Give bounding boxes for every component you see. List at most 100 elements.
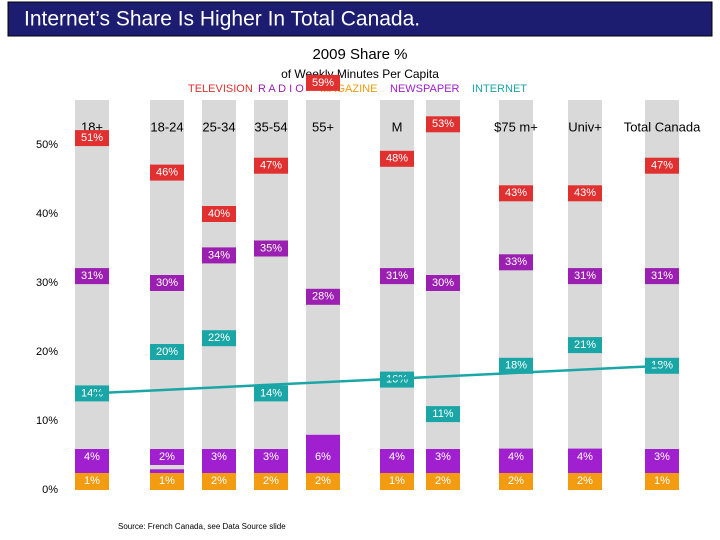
- label-box: [150, 275, 184, 291]
- data-label: 34%: [208, 249, 230, 261]
- data-label: 3%: [211, 451, 227, 463]
- data-label: 18%: [651, 360, 673, 372]
- x-tick-label: 25-34: [202, 119, 235, 134]
- plot: 0%10%20%30%40%50%18+18-2425-3435-5455+MW…: [36, 74, 701, 496]
- x-tick-label: $75 m+: [494, 119, 538, 134]
- label-box: [75, 473, 109, 489]
- label-box: [75, 268, 109, 285]
- title-bar: [7, 1, 713, 37]
- data-label: 30%: [156, 277, 178, 289]
- label-box: [426, 275, 460, 291]
- slide-title: Internet’s Share Is Higher In Total Cana…: [24, 8, 420, 31]
- x-tick-label: M: [392, 119, 403, 134]
- label-box: [75, 130, 109, 147]
- data-label: 3%: [654, 451, 670, 463]
- label-box: [306, 473, 340, 489]
- label-box: [150, 449, 184, 465]
- label-box: [426, 473, 460, 489]
- data-label: 22%: [208, 332, 230, 344]
- label-box: [306, 288, 340, 305]
- legend-entry: INTERNET: [472, 83, 527, 95]
- label-box: [254, 240, 288, 257]
- data-label: 47%: [260, 160, 282, 172]
- data-label: 2%: [435, 475, 451, 487]
- label-box: [254, 385, 288, 402]
- label-box: [568, 268, 602, 285]
- data-label: 2%: [315, 475, 331, 487]
- data-label: 48%: [386, 153, 408, 165]
- data-label: 31%: [81, 270, 103, 282]
- y-tick-label: 30%: [36, 277, 58, 289]
- data-label: 43%: [574, 187, 596, 199]
- x-tick-label: 55+: [312, 119, 334, 134]
- data-label: 53%: [432, 118, 454, 130]
- column-background: [568, 100, 602, 490]
- label-box: [202, 449, 236, 465]
- label-box: [645, 449, 679, 465]
- data-label: 33%: [505, 256, 527, 268]
- data-label: 59%: [312, 77, 334, 89]
- data-label: 40%: [208, 208, 230, 220]
- data-label: 4%: [84, 451, 100, 463]
- data-label: 46%: [156, 167, 178, 179]
- data-label: 4%: [389, 451, 405, 463]
- label-box: [645, 268, 679, 285]
- label-box: [306, 449, 340, 465]
- label-box: [568, 337, 602, 354]
- data-label: 51%: [81, 132, 103, 144]
- label-box: [254, 157, 288, 174]
- data-label: 3%: [435, 451, 451, 463]
- data-label: 3%: [263, 451, 279, 463]
- label-box: [202, 330, 236, 347]
- data-label: 47%: [651, 160, 673, 172]
- data-label: 4%: [508, 451, 524, 463]
- x-tick-label: Total Canada: [624, 119, 701, 134]
- label-box: [645, 157, 679, 174]
- label-box: [499, 473, 533, 489]
- label-box: [150, 344, 184, 360]
- data-label: 2%: [508, 475, 524, 487]
- data-label: 31%: [651, 270, 673, 282]
- column-background: [499, 100, 533, 490]
- data-label: 28%: [312, 291, 334, 303]
- column-background: [426, 100, 460, 490]
- label-box: [426, 406, 460, 423]
- data-label: 4%: [577, 451, 593, 463]
- source-note: Source: French Canada, see Data Source s…: [118, 522, 286, 531]
- y-tick-label: 0%: [42, 484, 58, 496]
- data-label: 21%: [574, 339, 596, 351]
- label-box: [380, 268, 414, 285]
- data-label: 2%: [211, 475, 227, 487]
- data-label: 18%: [505, 360, 527, 372]
- y-tick-label: 40%: [36, 208, 58, 220]
- label-box: [380, 150, 414, 167]
- y-tick-label: 50%: [36, 139, 58, 151]
- label-box: [645, 473, 679, 489]
- chart-subtitle: of Weekly Minutes Per Capita: [281, 67, 439, 81]
- data-label: 31%: [386, 270, 408, 282]
- label-box: [499, 357, 533, 374]
- data-label: 6%: [315, 451, 331, 463]
- label-box: [380, 449, 414, 465]
- label-box: [426, 449, 460, 465]
- legend: TELEVISION R A D I O MAGAZINE NEWSPAPER INTE…: [188, 83, 527, 95]
- column-background: [150, 100, 184, 490]
- data-label: 43%: [505, 187, 527, 199]
- label-box: [150, 164, 184, 181]
- internet-trend-line: [91, 364, 663, 395]
- data-label: 35%: [260, 242, 282, 254]
- column-background: [202, 100, 236, 490]
- data-label: 2%: [263, 475, 279, 487]
- label-box: [306, 74, 340, 91]
- label-box: [568, 473, 602, 489]
- label-box: [150, 473, 184, 489]
- y-tick-label: 20%: [36, 346, 58, 358]
- data-label: 1%: [654, 475, 670, 487]
- label-box: [75, 449, 109, 465]
- label-box: [202, 473, 236, 489]
- data-label: 30%: [432, 277, 454, 289]
- label-box: [380, 473, 414, 489]
- legend-entry: R A D I O: [258, 83, 304, 95]
- label-box: [202, 206, 236, 222]
